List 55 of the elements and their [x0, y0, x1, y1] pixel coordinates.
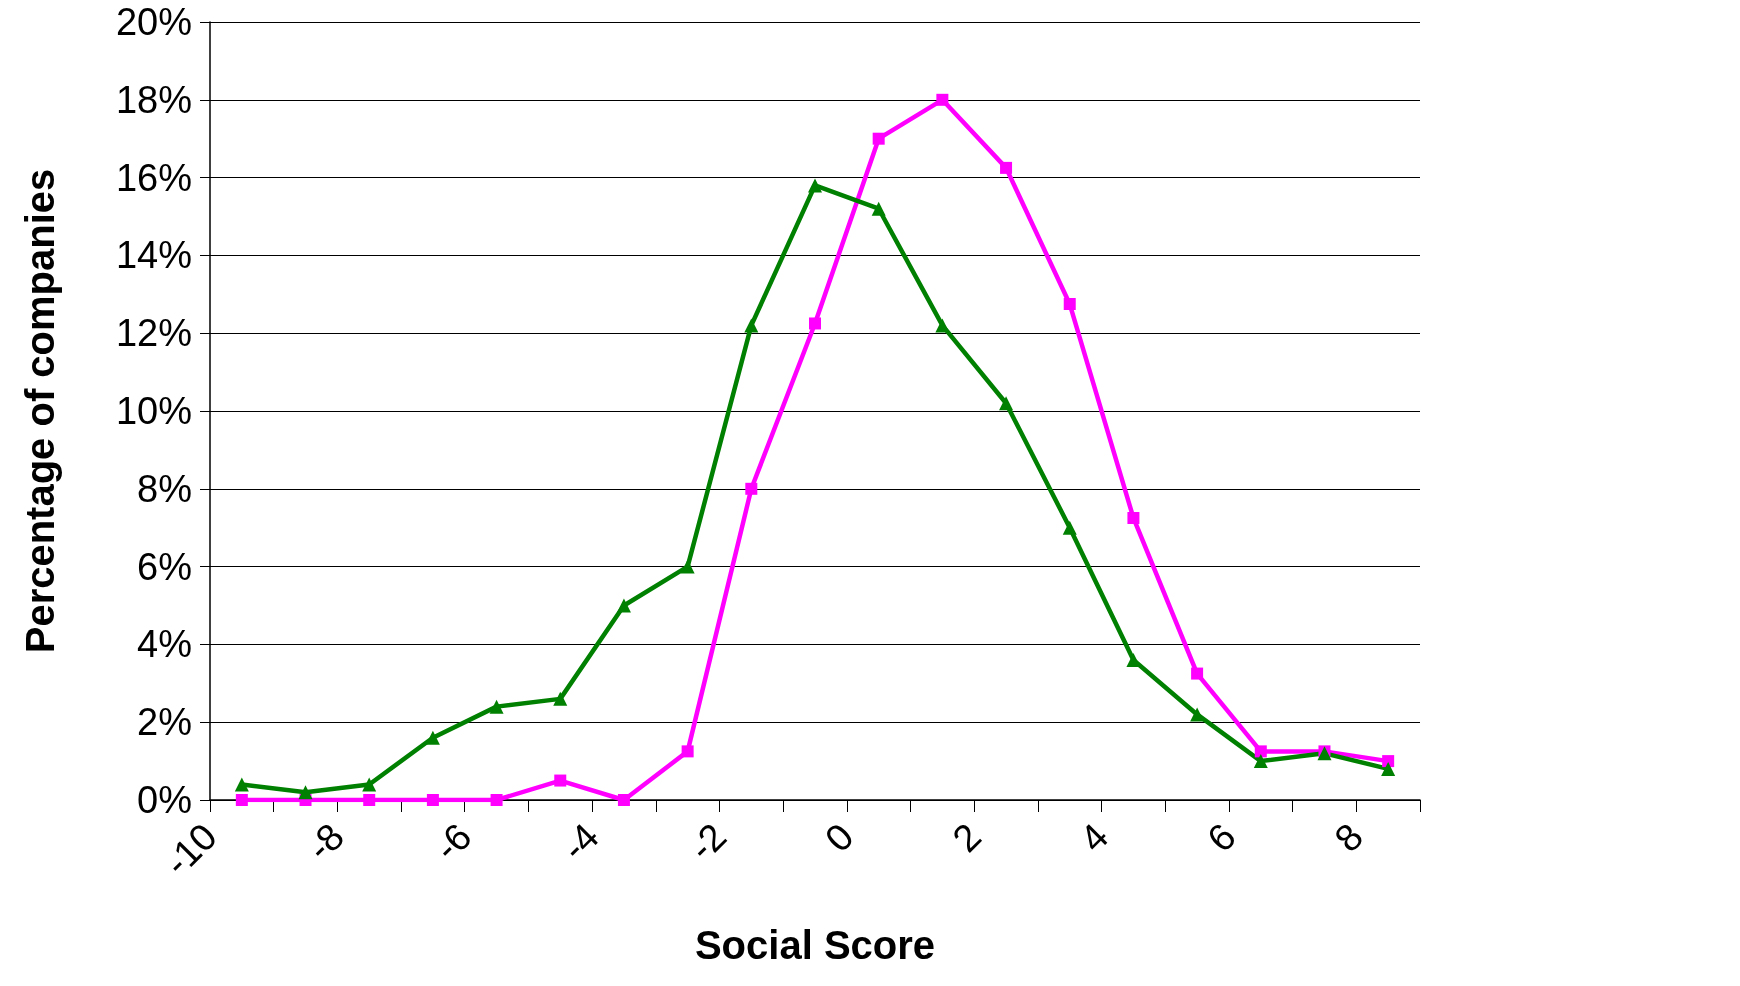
y-tick-label: 6% [137, 545, 192, 588]
point [936, 93, 949, 106]
point [872, 132, 885, 145]
x-tick-label: -6 [426, 815, 480, 869]
point [808, 178, 822, 193]
point [553, 691, 568, 706]
x-tick-label: 6 [1199, 815, 1244, 860]
point [935, 318, 950, 333]
x-tick-label: 4 [1071, 815, 1117, 860]
y-tick-label: 4% [137, 623, 192, 666]
point [425, 730, 440, 745]
point [1253, 754, 1268, 769]
point [362, 777, 377, 792]
point [680, 559, 695, 574]
point [745, 482, 758, 495]
point [999, 396, 1014, 411]
y-tick-label: 12% [115, 312, 192, 355]
point [489, 699, 504, 714]
y-tick-label: 8% [137, 467, 192, 510]
point [1191, 667, 1204, 680]
point [234, 777, 249, 792]
point [616, 598, 631, 613]
x-tick-label: -8 [298, 815, 353, 869]
x-tick-label: -4 [553, 815, 607, 869]
y-tick-label: 18% [115, 78, 192, 121]
x-tick-label: -2 [680, 815, 735, 869]
point [681, 745, 694, 758]
point [554, 774, 567, 787]
point [490, 794, 503, 806]
point [1063, 298, 1076, 311]
point [1381, 761, 1396, 776]
x-tick-label: 0 [817, 815, 862, 860]
y-tick-label: 20% [115, 1, 192, 43]
point [426, 794, 439, 806]
point [1190, 707, 1205, 722]
point [298, 785, 313, 800]
point [235, 794, 248, 806]
y-tick-label: 14% [115, 234, 192, 277]
point [809, 317, 821, 330]
point [871, 201, 886, 216]
y-tick-label: 2% [137, 701, 192, 744]
point [1000, 161, 1013, 174]
point [1382, 755, 1395, 768]
point [1254, 745, 1267, 758]
point [617, 794, 630, 806]
point [744, 318, 759, 333]
x-tick-label: 2 [944, 815, 990, 860]
point [1127, 511, 1140, 524]
x-tick-label: 8 [1326, 815, 1372, 860]
point [1062, 520, 1077, 535]
y-axis-title: Percentage of companies [18, 168, 62, 654]
y-tick-label: 16% [115, 156, 192, 199]
x-axis-title: Social Score [694, 923, 936, 967]
y-tick-label: 10% [115, 390, 192, 432]
point [363, 794, 376, 806]
